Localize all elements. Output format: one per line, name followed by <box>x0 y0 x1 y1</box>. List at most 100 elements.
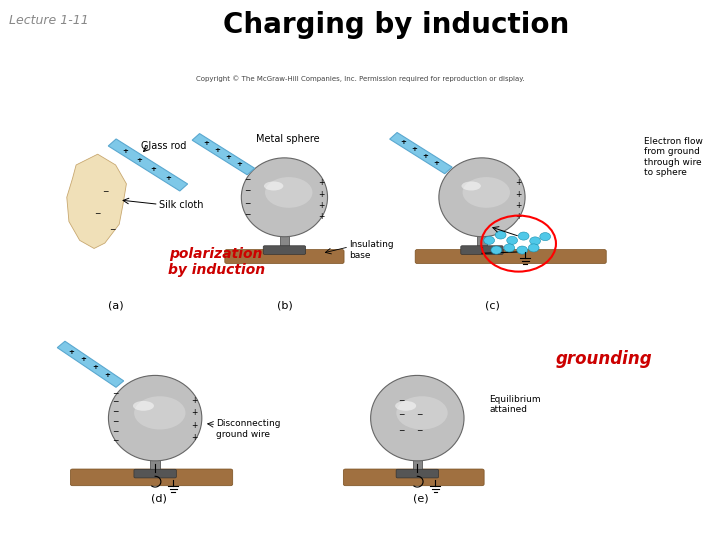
Ellipse shape <box>396 396 448 429</box>
Text: Disconnecting
ground wire: Disconnecting ground wire <box>216 419 281 438</box>
Text: +: + <box>433 160 439 166</box>
Text: grounding: grounding <box>556 350 652 368</box>
Text: +: + <box>225 154 230 160</box>
Polygon shape <box>192 133 255 175</box>
Text: Metal sphere: Metal sphere <box>256 134 320 144</box>
Text: +: + <box>214 147 220 153</box>
Text: +: + <box>516 212 522 221</box>
Circle shape <box>507 237 518 245</box>
Text: +: + <box>516 201 522 210</box>
Text: −: − <box>397 396 404 405</box>
Text: −: − <box>397 410 404 419</box>
Polygon shape <box>67 154 127 248</box>
Text: Equilibrium
attained: Equilibrium attained <box>489 395 541 414</box>
Text: (e): (e) <box>413 494 428 504</box>
Text: +: + <box>150 166 157 172</box>
Circle shape <box>518 232 529 240</box>
Text: +: + <box>81 356 86 362</box>
Text: Copyright © The McGraw-Hill Companies, Inc. Permission required for reproduction: Copyright © The McGraw-Hill Companies, I… <box>196 76 524 82</box>
Ellipse shape <box>395 401 416 411</box>
Text: +: + <box>192 408 198 417</box>
Text: +: + <box>68 349 75 355</box>
Text: +: + <box>423 153 428 159</box>
Polygon shape <box>390 132 452 174</box>
Text: +: + <box>318 212 324 221</box>
Text: +: + <box>516 190 522 199</box>
Text: Charging by induction: Charging by induction <box>222 11 569 39</box>
Ellipse shape <box>134 396 186 429</box>
FancyBboxPatch shape <box>343 469 484 485</box>
Text: +: + <box>318 190 324 199</box>
Bar <box>413 453 422 470</box>
Ellipse shape <box>439 158 525 237</box>
Text: (c): (c) <box>485 300 500 310</box>
Text: +: + <box>136 157 143 163</box>
Text: +: + <box>411 146 418 152</box>
Circle shape <box>484 237 495 245</box>
Bar <box>150 453 160 470</box>
Circle shape <box>491 246 502 254</box>
Text: −: − <box>112 417 119 426</box>
Ellipse shape <box>462 181 481 191</box>
Text: −: − <box>416 426 423 435</box>
Text: −: − <box>112 389 119 398</box>
Text: +: + <box>192 396 198 405</box>
Ellipse shape <box>265 177 312 208</box>
Text: (b): (b) <box>276 300 292 310</box>
Ellipse shape <box>109 375 202 461</box>
Text: +: + <box>165 174 171 180</box>
Text: +: + <box>122 147 128 153</box>
Ellipse shape <box>241 158 328 237</box>
Text: −: − <box>112 436 119 446</box>
Bar <box>280 230 289 247</box>
Text: Electron flow
from ground
through wire
to sphere: Electron flow from ground through wire t… <box>644 137 703 177</box>
Text: +: + <box>192 421 198 430</box>
Text: −: − <box>112 427 119 436</box>
Circle shape <box>495 231 506 239</box>
Text: (a): (a) <box>108 300 123 310</box>
Text: Silk cloth: Silk cloth <box>158 200 203 210</box>
FancyBboxPatch shape <box>225 249 344 264</box>
FancyBboxPatch shape <box>134 469 176 478</box>
Circle shape <box>530 237 541 245</box>
Text: −: − <box>245 211 251 220</box>
Text: +: + <box>516 178 522 187</box>
Text: polarization
by induction: polarization by induction <box>168 247 265 277</box>
Text: +: + <box>203 140 209 146</box>
FancyBboxPatch shape <box>415 249 606 264</box>
Text: +: + <box>400 139 406 145</box>
FancyBboxPatch shape <box>264 246 305 254</box>
Text: −: − <box>94 209 101 218</box>
FancyBboxPatch shape <box>71 469 233 485</box>
Ellipse shape <box>133 401 154 411</box>
Polygon shape <box>58 341 124 387</box>
Text: Insulating
base: Insulating base <box>349 240 394 260</box>
Ellipse shape <box>462 177 510 208</box>
Text: −: − <box>416 410 423 419</box>
Text: −: − <box>112 397 119 407</box>
Circle shape <box>517 246 528 254</box>
Text: −: − <box>245 175 251 184</box>
Text: −: − <box>397 426 404 435</box>
Circle shape <box>528 244 539 252</box>
Text: (d): (d) <box>150 494 166 504</box>
Ellipse shape <box>264 181 284 191</box>
Text: −: − <box>112 407 119 416</box>
Text: +: + <box>104 373 110 379</box>
Text: Lecture 1-11: Lecture 1-11 <box>9 14 89 27</box>
Text: +: + <box>92 364 98 370</box>
Text: −: − <box>102 187 108 197</box>
Circle shape <box>540 233 551 241</box>
Circle shape <box>504 244 515 252</box>
FancyBboxPatch shape <box>461 246 503 254</box>
Ellipse shape <box>371 375 464 461</box>
Text: +: + <box>318 201 324 210</box>
Text: +: + <box>318 178 324 187</box>
Text: +: + <box>236 161 242 167</box>
Text: Glass rod: Glass rod <box>141 141 186 151</box>
Text: +: + <box>192 433 198 442</box>
Bar <box>477 230 487 247</box>
Polygon shape <box>108 139 188 191</box>
Text: −: − <box>245 186 251 195</box>
Text: −: − <box>245 199 251 208</box>
